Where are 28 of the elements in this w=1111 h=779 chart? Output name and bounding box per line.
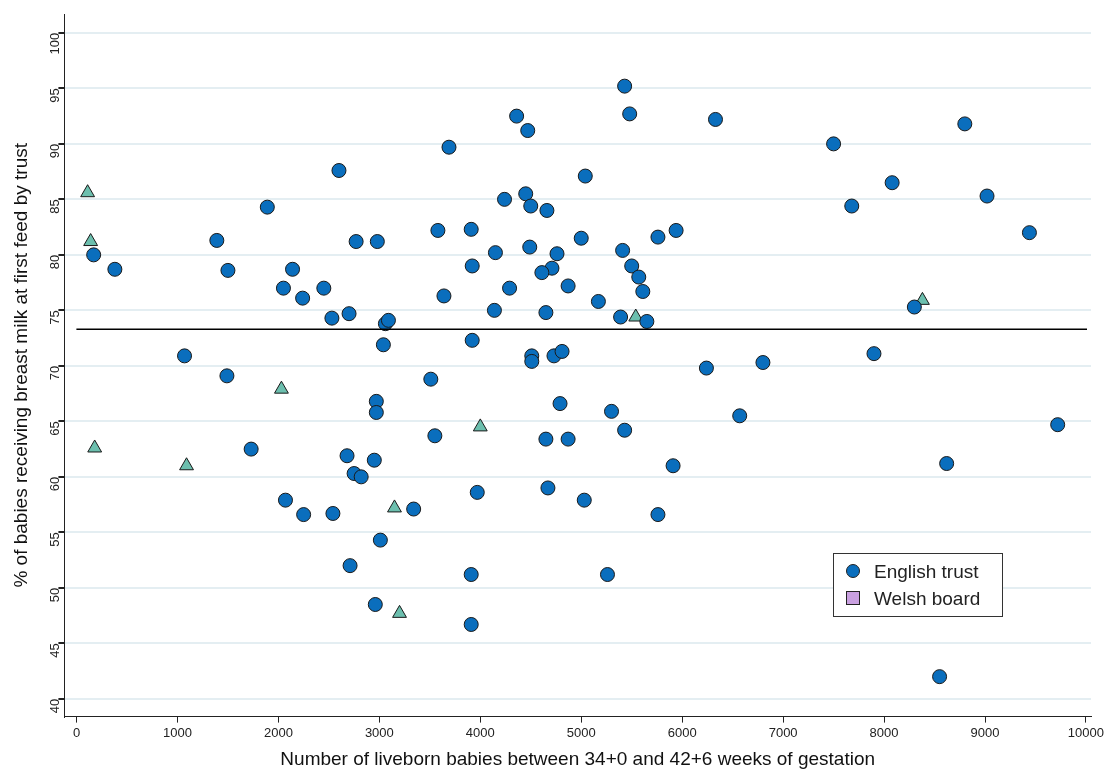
x-tick-label: 4000 xyxy=(465,724,495,740)
x-axis-title: Number of liveborn babies between 34+0 and 42+6 weeks of gestation xyxy=(280,747,876,769)
x-tick-label: 0 xyxy=(72,724,81,740)
y-tick-label: 90 xyxy=(46,143,62,159)
y-tick-label: 85 xyxy=(46,199,62,214)
y-tick-label: 60 xyxy=(46,476,62,492)
x-tick-label: 9000 xyxy=(970,724,1000,740)
y-tick-label: 95 xyxy=(46,88,62,103)
x-tick-label: 7000 xyxy=(768,724,798,740)
x-tick-label: 5000 xyxy=(566,724,596,740)
x-tick-label: 10000 xyxy=(1067,724,1105,740)
y-tick-label: 75 xyxy=(46,310,62,325)
y-tick-label: 45 xyxy=(46,643,62,658)
y-tick-label: 80 xyxy=(46,254,62,270)
y-tick-label: 40 xyxy=(46,698,62,714)
y-tick-label: 100 xyxy=(46,32,62,55)
y-tick-label: 65 xyxy=(46,421,62,436)
legend-label: English trust xyxy=(874,559,979,584)
y-axis-title: % of babies receiving breast milk at first feed by trust xyxy=(9,142,31,588)
y-tick-label: 55 xyxy=(46,532,62,547)
y-tick-label: 70 xyxy=(46,365,62,381)
x-tick-label: 6000 xyxy=(667,724,697,740)
x-tick-label: 2000 xyxy=(263,724,293,740)
x-tick-label: 1000 xyxy=(163,724,192,740)
x-tick-label: 8000 xyxy=(869,724,899,740)
y-tick-label: 50 xyxy=(46,587,62,603)
x-tick-label: 3000 xyxy=(364,724,394,740)
legend-label: Welsh board xyxy=(874,586,981,611)
